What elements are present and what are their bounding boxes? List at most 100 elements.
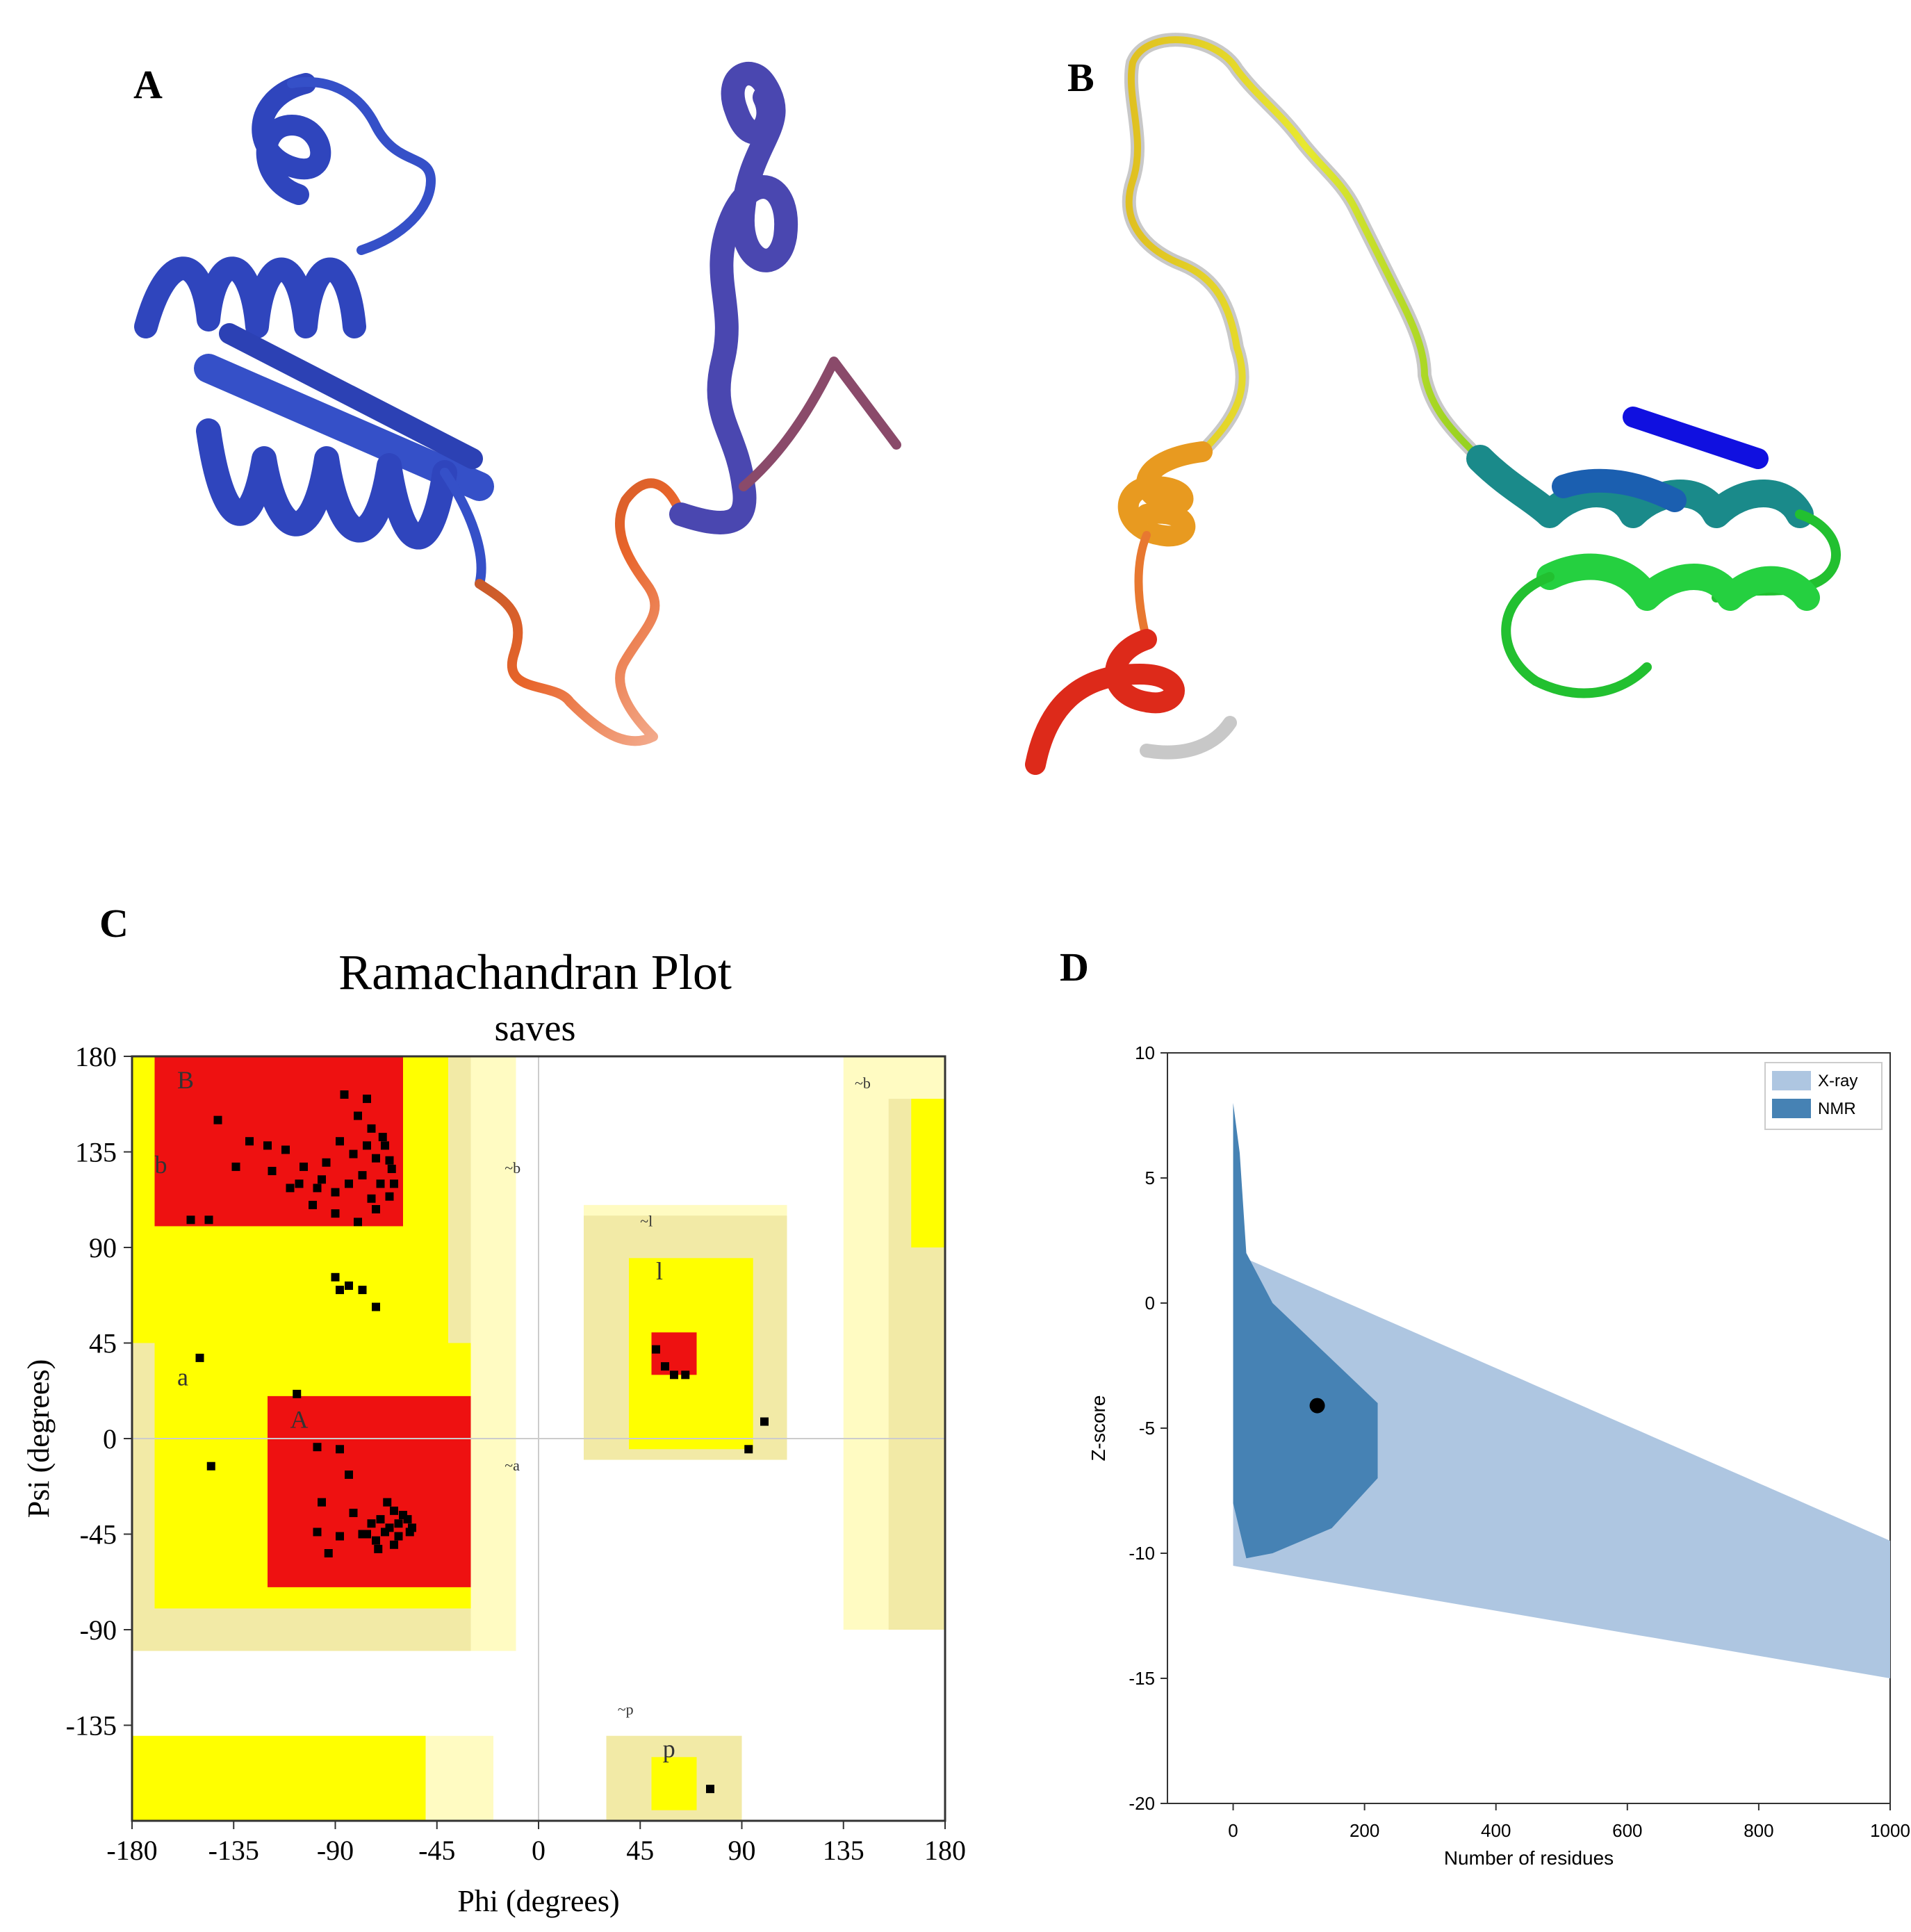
rama-region-label: ~l — [640, 1212, 653, 1229]
rama-residue-point — [399, 1511, 407, 1519]
rama-residue-point — [345, 1282, 353, 1290]
zplot-x-tick-label: 200 — [1350, 1820, 1379, 1841]
rama-residue-point — [652, 1345, 660, 1354]
zplot-x-tick-label: 400 — [1481, 1820, 1511, 1841]
rama-residue-point — [336, 1286, 344, 1295]
rama-region-label: B — [177, 1066, 194, 1094]
rama-residue-point — [313, 1528, 322, 1537]
rama-residue-point — [383, 1498, 392, 1507]
rama-residue-point — [367, 1124, 376, 1133]
rama-residue-point — [322, 1158, 331, 1167]
rama-residue-point — [309, 1200, 317, 1209]
panel-label-b: B — [1067, 55, 1094, 100]
rama-residue-point — [231, 1162, 240, 1171]
zplot-y-tick-label: -10 — [1129, 1543, 1155, 1564]
rama-region-allowed-p — [651, 1757, 697, 1810]
rama-x-tick-label: 0 — [532, 1835, 546, 1866]
rama-residue-point — [331, 1209, 340, 1218]
rama-residue-point — [381, 1141, 389, 1150]
rama-residue-point — [376, 1179, 385, 1188]
rama-residue-point — [367, 1194, 376, 1203]
rama-y-tick-label: -90 — [80, 1614, 117, 1646]
zplot-legend-swatch — [1772, 1099, 1811, 1118]
rama-region-label: A — [290, 1406, 309, 1434]
rama-residue-point — [340, 1090, 349, 1099]
rama-region-favoured-b — [154, 1056, 403, 1227]
zplot-legend-label: X-ray — [1818, 1072, 1857, 1090]
rama-residue-point — [363, 1530, 371, 1539]
rama-residue-point — [374, 1544, 383, 1553]
rama-x-tick-label: -45 — [418, 1835, 455, 1866]
rama-y-tick-label: 180 — [75, 1041, 117, 1072]
rama-region-allowed-bottom — [132, 1735, 426, 1821]
rama-y-tick-label: -135 — [66, 1710, 117, 1742]
rama-residue-point — [394, 1532, 403, 1541]
protein-structure-b — [1025, 33, 1841, 775]
rama-residue-point — [372, 1205, 380, 1213]
rama-region-label: a — [177, 1364, 188, 1391]
rama-residue-point — [318, 1498, 326, 1507]
ramachandran-title: Ramachandran Plot — [338, 944, 732, 1000]
ramachandran-plot: Bb Aa l p ~b ~a ~l ~p ~b -180 -135 -90 -45 0 45 90 135 18… — [22, 1041, 966, 1918]
protein-structure-a — [134, 62, 901, 746]
rama-residue-point — [268, 1167, 277, 1175]
rama-residue-point — [324, 1549, 333, 1557]
zplot-legend-swatch — [1772, 1071, 1811, 1090]
rama-y-tick-label: 135 — [75, 1137, 117, 1168]
rama-residue-point — [349, 1508, 358, 1517]
rama-residue-point — [372, 1536, 380, 1545]
rama-residue-point — [358, 1171, 367, 1180]
zplot-y-tick-label: 10 — [1135, 1042, 1155, 1063]
rama-x-tick-label: 45 — [626, 1835, 654, 1866]
rama-residue-point — [286, 1184, 295, 1193]
rama-residue-point — [331, 1188, 340, 1197]
zplot-y-tick-label: -20 — [1129, 1793, 1155, 1814]
ramachandran-subtitle: saves — [494, 1007, 576, 1049]
rama-x-axis-label: Phi (degrees) — [457, 1884, 619, 1918]
rama-residue-point — [367, 1519, 376, 1528]
rama-region-favoured-l — [651, 1332, 697, 1375]
rama-region-label: p — [663, 1735, 675, 1762]
rama-region-label: ~b — [505, 1159, 520, 1177]
rama-x-tick-label: 180 — [924, 1835, 966, 1866]
rama-residue-point — [336, 1445, 344, 1454]
zscore-plot: 0 200 400 600 800 1000 10 5 0 -5 -10 -15 -20 Number o… — [1088, 1042, 1910, 1869]
rama-residue-point — [378, 1133, 387, 1142]
rama-residue-point — [670, 1370, 678, 1380]
rama-residue-point — [313, 1184, 322, 1193]
rama-residue-point — [318, 1175, 326, 1184]
rama-residue-point — [245, 1137, 254, 1146]
rama-residue-point — [300, 1162, 308, 1171]
rama-residue-point — [345, 1179, 353, 1188]
rama-y-tick-label: 90 — [89, 1232, 117, 1263]
rama-residue-point — [385, 1156, 394, 1165]
rama-residue-point — [760, 1417, 769, 1426]
rama-residue-point — [354, 1218, 362, 1227]
rama-residue-point — [363, 1095, 371, 1104]
rama-x-tick-label: 135 — [823, 1835, 864, 1866]
rama-residue-point — [381, 1528, 389, 1537]
zplot-x-tick-label: 800 — [1744, 1820, 1773, 1841]
zplot-xray-cloud — [1233, 1253, 1890, 1678]
zplot-nmr-cloud — [1233, 1103, 1378, 1559]
rama-residue-point — [390, 1540, 398, 1549]
zplot-y-axis-label: Z-score — [1088, 1395, 1109, 1462]
rama-residue-point — [390, 1179, 398, 1188]
rama-y-tick-label: 0 — [103, 1423, 117, 1455]
rama-residue-point — [385, 1192, 394, 1201]
rama-residue-point — [331, 1272, 340, 1282]
zplot-y-tick-label: 5 — [1145, 1168, 1155, 1188]
rama-y-axis-label: Psi (degrees) — [22, 1359, 56, 1518]
zplot-x-tick-label: 1000 — [1870, 1820, 1910, 1841]
rama-residue-point — [293, 1389, 302, 1398]
rama-residue-point — [206, 1462, 215, 1471]
rama-residue-point — [681, 1370, 690, 1380]
rama-residue-point — [281, 1145, 290, 1154]
rama-residue-point — [744, 1445, 753, 1454]
rama-x-tick-label: -135 — [208, 1835, 259, 1866]
rama-residue-point — [213, 1115, 222, 1124]
rama-residue-point — [372, 1302, 380, 1311]
zplot-y-tick-label: -5 — [1139, 1418, 1155, 1439]
panel-label-c: C — [99, 901, 129, 946]
panel-label-a: A — [133, 62, 163, 107]
